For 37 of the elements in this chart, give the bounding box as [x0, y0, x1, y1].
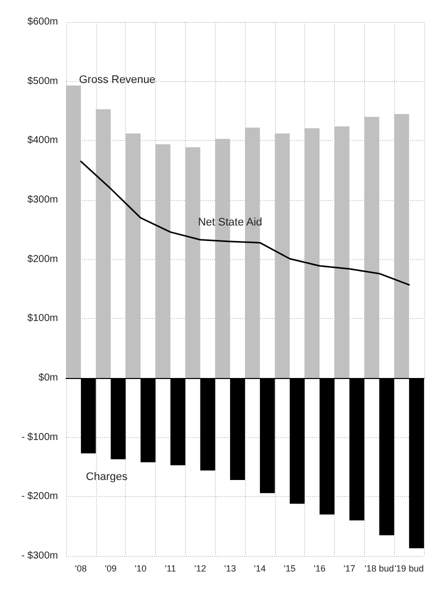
series-label: Gross Revenue — [79, 74, 156, 86]
bar — [334, 126, 350, 378]
bar — [96, 109, 111, 378]
x-tick-label: '19 bud — [394, 564, 424, 574]
bar — [304, 128, 320, 378]
annotation: Net State Aid — [198, 216, 262, 229]
bar — [394, 114, 410, 378]
y-tick-label: $100m — [27, 313, 58, 324]
x-tick-label: '10 — [134, 564, 146, 574]
y-tick-label: $400m — [27, 135, 58, 146]
series-label: Charges — [86, 470, 128, 483]
y-tick-label: - $200m — [21, 491, 58, 502]
bar — [66, 85, 81, 378]
x-tick-label: '13 — [224, 564, 236, 574]
y-tick-label: - $100m — [21, 432, 58, 443]
x-tick-label: '11 — [164, 564, 176, 574]
x-tick-label: '15 — [284, 564, 296, 574]
x-tick-label: '14 — [254, 564, 266, 574]
bar — [245, 128, 260, 378]
y-tick-label: $600m — [27, 16, 58, 28]
bar — [185, 147, 200, 378]
y-tick-label: $500m — [27, 76, 58, 87]
line-series — [80, 160, 410, 286]
y-tick-label: - $300m — [21, 550, 58, 562]
x-tick-label: '16 — [314, 564, 326, 574]
y-tick-label: $200m — [27, 254, 58, 265]
x-tick-label: '17 — [344, 564, 356, 574]
y-tick-label: $300m — [27, 194, 58, 206]
bar — [274, 134, 290, 378]
bar — [156, 144, 170, 378]
x-tick-label: '18 bud — [364, 564, 394, 574]
y-tick-label: $0m — [38, 372, 58, 384]
x-tick-label: '08 — [75, 564, 87, 574]
x-tick-label: '12 — [194, 564, 206, 574]
x-tick-label: '09 — [104, 564, 117, 574]
bar — [126, 134, 141, 378]
bar — [364, 116, 380, 378]
